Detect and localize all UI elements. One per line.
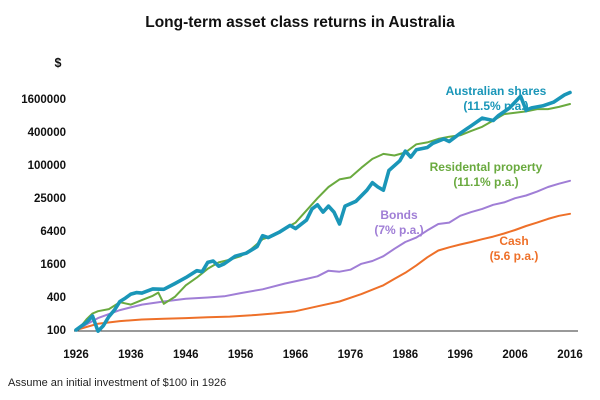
x-axis-ticks: 1926 1936 1946 1956 1966 1976 1986 1996 2006 2016 [63, 330, 583, 361]
y-tick-label: 25000 [34, 193, 66, 205]
series-rate-bonds: (7% p.a.) [374, 223, 423, 237]
annotation-residential-property: Residental property (11.1% p.a.) [430, 160, 543, 189]
y-tick-label: 400000 [28, 127, 66, 139]
footnote: Assume an initial investment of $100 in … [8, 377, 226, 389]
chart-title: Long-term asset class returns in Austral… [145, 14, 455, 31]
y-tick-label: 1600 [40, 259, 66, 271]
y-tick-label: 400 [47, 292, 66, 304]
series-label-cash: Cash [499, 234, 528, 248]
y-axis-ticks: 100 400 1600 6400 25000 100000 400000 1600000 [21, 94, 66, 337]
y-tick-label: 6400 [40, 226, 66, 238]
series-label-bonds: Bonds [380, 208, 418, 222]
y-tick-label: 1600000 [21, 94, 66, 106]
y-tick-label: 100 [47, 325, 66, 337]
series-rate-cash: (5.6 p.a.) [490, 249, 539, 263]
series-lines [74, 90, 572, 333]
x-tick-label: 1966 [283, 349, 309, 361]
series-line-cash [75, 212, 571, 331]
series-rate-australian-shares: (11.5% p.a.) [463, 99, 528, 113]
series-rate-residential-property: (11.1% p.a.) [453, 175, 518, 189]
x-tick-label: 1986 [393, 349, 419, 361]
annotation-australian-shares: Australian shares (11.5% p.a.) [446, 84, 547, 113]
y-unit-label: $ [55, 56, 62, 70]
x-tick-label: 2016 [557, 349, 583, 361]
series-line-australian-shares [74, 90, 572, 333]
annotation-cash: Cash (5.6 p.a.) [490, 234, 539, 263]
x-tick-label: 2006 [502, 349, 528, 361]
series-label-residential-property: Residental property [430, 160, 543, 174]
x-tick-label: 1946 [173, 349, 199, 361]
x-tick-label: 1956 [228, 349, 254, 361]
x-tick-label: 1976 [338, 349, 364, 361]
series-label-australian-shares: Australian shares [446, 84, 547, 98]
x-tick-label: 1926 [63, 349, 89, 361]
series-line-residental-property [75, 103, 571, 331]
x-tick-label: 1936 [118, 349, 144, 361]
x-tick-label: 1996 [447, 349, 473, 361]
y-tick-label: 100000 [28, 160, 66, 172]
series-line-bonds [75, 179, 571, 331]
annotation-bonds: Bonds (7% p.a.) [374, 208, 423, 237]
